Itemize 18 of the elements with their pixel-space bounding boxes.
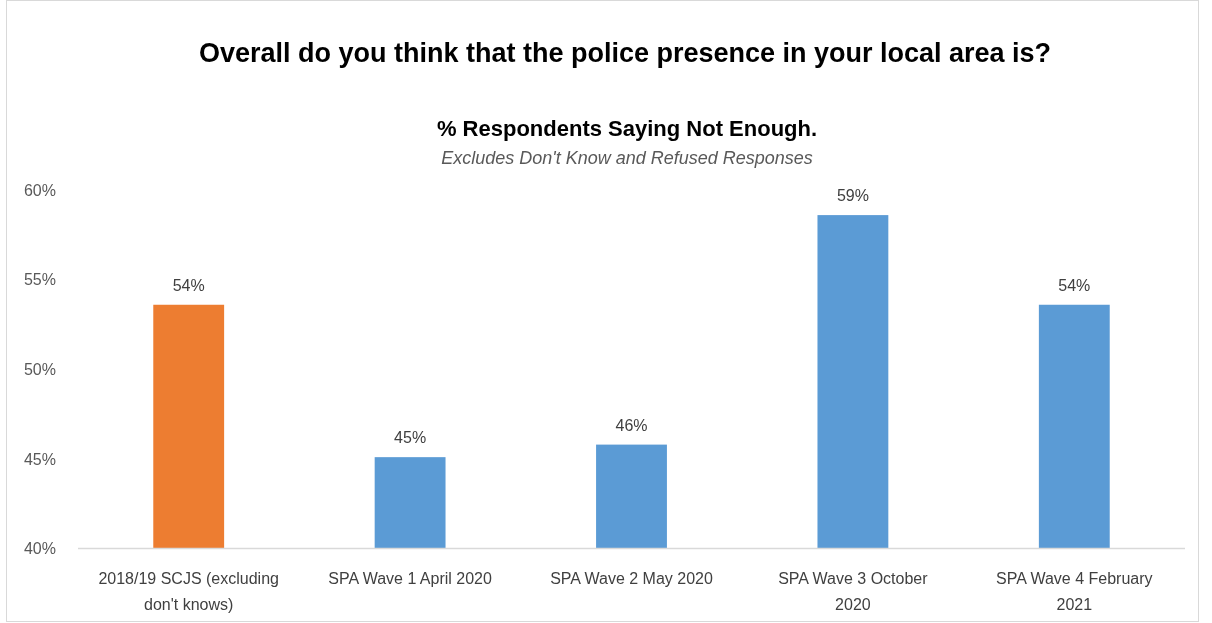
y-tick-label: 60%	[23, 181, 56, 199]
y-tick-label: 40%	[23, 540, 56, 558]
data-label: 45%	[394, 429, 427, 447]
x-tick-label: SPA Wave 4 February 2021	[996, 570, 1153, 613]
data-label: 59%	[836, 187, 869, 205]
x-tick-label: SPA Wave 3 October 2020	[778, 570, 929, 613]
y-tick-label: 55%	[23, 271, 56, 289]
data-label: 54%	[1058, 276, 1091, 294]
data-label: 54%	[172, 276, 205, 294]
y-tick-label: 50%	[23, 360, 56, 378]
chart-title: Overall do you think that the police presence in your local area is?	[198, 38, 1052, 68]
data-label: 46%	[615, 416, 648, 434]
y-tick-label: 45%	[23, 450, 56, 468]
chart-subtitle: % Respondents Saying Not Enough.	[436, 116, 818, 141]
x-tick-label: SPA Wave 1 April 2020	[328, 570, 493, 587]
x-tick-label: SPA Wave 2 May 2020	[550, 570, 713, 587]
text: Excludes Don't Know and Refused Responses	[441, 148, 813, 168]
x-tick-label: 2018/19 SCJS (excluding don't knows)	[98, 570, 279, 613]
